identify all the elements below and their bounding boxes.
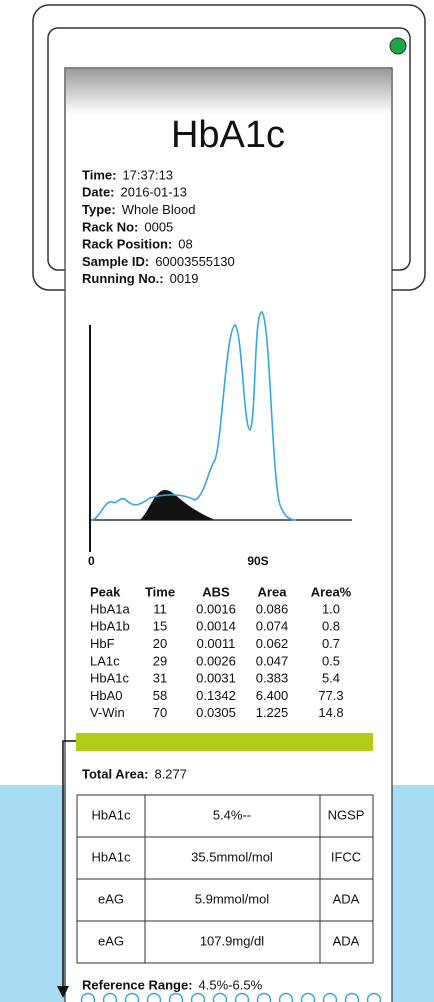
info-value: 08 <box>178 237 192 252</box>
hole <box>278 992 294 1002</box>
peak-fill <box>140 490 215 520</box>
table-cell: 0.074 <box>256 619 289 634</box>
hole <box>80 992 96 1002</box>
table-header: Area% <box>311 584 352 599</box>
result-cell: ADA <box>333 933 360 948</box>
hole <box>300 992 316 1002</box>
holes <box>80 992 382 1002</box>
table-cell: 58 <box>153 688 167 703</box>
table-cell: 0.0011 <box>197 636 236 651</box>
table-cell: 0.0031 <box>196 671 236 686</box>
table-header: Time <box>145 584 175 599</box>
x-label: 90S <box>247 554 268 568</box>
table-cell: HbA0 <box>90 688 123 703</box>
table-cell: 31 <box>153 671 167 686</box>
table-cell: 0.0026 <box>196 653 236 668</box>
table-cell: 0.383 <box>256 671 289 686</box>
chromatogram-curve <box>91 311 297 521</box>
table-cell: HbF <box>90 636 115 651</box>
table-cell: 77.3 <box>318 688 343 703</box>
hole <box>234 992 250 1002</box>
hole <box>344 992 360 1002</box>
table-cell: HbA1c <box>90 671 130 686</box>
info-value: 60003555130 <box>155 254 235 269</box>
info-label: Type: <box>82 202 116 217</box>
table-cell: 70 <box>153 705 167 720</box>
info-label: Rack Position: <box>82 237 172 252</box>
info-label: Date: <box>82 185 115 200</box>
hole <box>146 992 162 1002</box>
paper-shade <box>66 69 391 114</box>
result-cell: 5.9mmol/mol <box>195 891 270 906</box>
table-cell: 0.0016 <box>196 601 236 616</box>
table-cell: 14.8 <box>318 705 343 720</box>
hole <box>102 992 118 1002</box>
x-label: 0 <box>88 554 95 568</box>
info-value: 0005 <box>144 219 173 234</box>
result-cell: ADA <box>333 891 360 906</box>
info-label: Time: <box>82 167 116 182</box>
table-cell: 0.7 <box>322 636 340 651</box>
table-cell: 1.225 <box>256 705 289 720</box>
hole <box>212 992 228 1002</box>
info-label: Sample ID: <box>82 254 149 269</box>
result-cell: HbA1c <box>91 807 131 822</box>
reference-value: 4.5%-6.5% <box>199 977 263 992</box>
table-cell: HbA1a <box>90 601 131 616</box>
table-cell: 0.1342 <box>196 688 236 703</box>
info-label: Running No.: <box>82 271 164 286</box>
arrow-line <box>62 740 76 990</box>
total-area-label: Total Area: <box>82 766 148 781</box>
table-header: Area <box>258 584 288 599</box>
total-area-value: 8.277 <box>154 766 187 781</box>
table-cell: LA1c <box>90 653 120 668</box>
hole <box>190 992 206 1002</box>
reference-label: Reference Range: <box>82 977 193 992</box>
table-cell: 1.0 <box>322 601 340 616</box>
status-led <box>389 37 407 55</box>
table-header: ABS <box>202 584 230 599</box>
table-cell: 0.8 <box>322 619 340 634</box>
table-cell: 20 <box>153 636 167 651</box>
table-cell: 6.400 <box>256 688 289 703</box>
info-label: Rack No: <box>82 219 138 234</box>
result-cell: eAG <box>98 933 124 948</box>
table-cell: 5.4 <box>322 671 340 686</box>
result-cell: NGSP <box>328 807 365 822</box>
table-cell: 0.0014 <box>196 619 236 634</box>
text-layer: HbA1c Time: 17:37:13 Date: 2016-01-13 Type: Wh… <box>82 114 364 992</box>
table-cell: 0.5 <box>322 653 340 668</box>
results-grid <box>77 795 373 963</box>
result-cell: HbA1c <box>91 849 131 864</box>
info-value: Whole Blood <box>122 202 196 217</box>
result-cell: IFCC <box>331 849 361 864</box>
info-value: 2016-01-13 <box>121 185 188 200</box>
info-value: 17:37:13 <box>122 167 173 182</box>
title: HbA1c <box>171 114 285 156</box>
hole <box>124 992 140 1002</box>
hole <box>256 992 272 1002</box>
highlight-row <box>76 733 373 751</box>
arrow-head <box>57 986 69 998</box>
table-cell: 0.062 <box>256 636 289 651</box>
table-cell: HbA1b <box>90 619 130 634</box>
hole <box>366 992 382 1002</box>
table-cell: 0.0305 <box>196 705 236 720</box>
result-cell: 107.9mg/dl <box>200 933 264 948</box>
table-cell: 29 <box>153 653 167 668</box>
hole <box>168 992 184 1002</box>
result-cell: 35.5mmol/mol <box>191 849 273 864</box>
table-cell: 0.086 <box>256 601 289 616</box>
table-cell: 0.047 <box>256 653 289 668</box>
info-value: 0019 <box>170 271 199 286</box>
table-header: Peak <box>90 584 121 599</box>
table-cell: V-Win <box>90 705 125 720</box>
table-cell: 11 <box>153 601 167 616</box>
table-cell: 15 <box>153 619 167 634</box>
result-cell: 5.4%-- <box>213 807 251 822</box>
result-cell: eAG <box>98 891 124 906</box>
hole <box>322 992 338 1002</box>
